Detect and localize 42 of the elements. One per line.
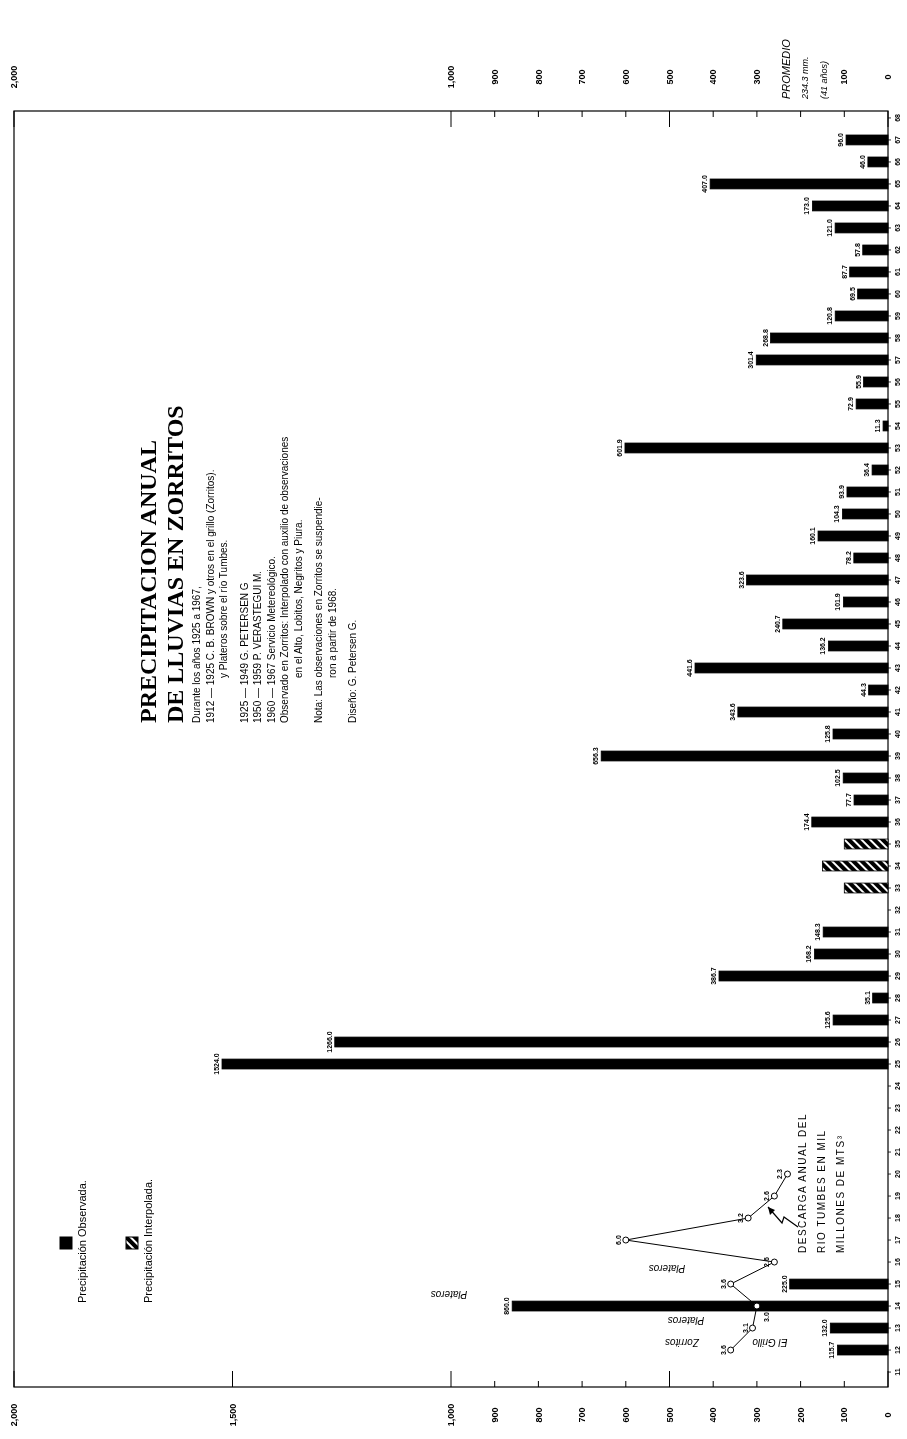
- x2-tick-label: 500: [664, 69, 675, 85]
- x2-tick-label: 700: [577, 69, 588, 85]
- text: PROMEDIO 234.3 mm. (41 años): [779, 38, 830, 100]
- annotation: Plateros: [430, 1288, 468, 1300]
- annotation: Plateros: [667, 1314, 705, 1326]
- x2-tick-label: 1,000: [446, 65, 457, 89]
- annotation: Diseño: G. Petersen G.: [347, 619, 358, 723]
- x2-tick-label: 0: [883, 74, 894, 80]
- annotation: Durante los años 1925 a 1967,: [191, 586, 202, 723]
- x2-tick-label: 300: [752, 69, 763, 85]
- x2-tick-label: 600: [620, 69, 631, 85]
- annotation: El Grillo: [752, 1336, 788, 1348]
- text: DESCARGA ANUAL DEL RIO TUMBES EN MIL MILLONES DE MTS³: [797, 1112, 846, 1253]
- annotation: 1925 — 1949 G. PETERSEN G: [238, 582, 250, 723]
- x-tick-label: 500: [664, 1407, 675, 1423]
- x2-tick-label: 900: [489, 69, 500, 85]
- x2-tick-label: 800: [533, 69, 544, 85]
- x-tick-label: 300: [752, 1407, 763, 1423]
- x-tick-label: 100: [839, 1407, 850, 1423]
- annotation: 1950 — 1959 P. VERASTEGUI M.: [252, 570, 263, 723]
- x2-tick-label: 100: [839, 69, 850, 85]
- x-tick-label: 400: [708, 1407, 719, 1423]
- x-tick-label: 1,500: [227, 1403, 238, 1427]
- x-tick-label: 800: [533, 1407, 544, 1423]
- annotation: 1960 — 1967 Servicio Metereológico.: [265, 556, 277, 723]
- annotation: Nota: Las observaciones en Zorritos se suspendie- ron a partir de 1968.: [313, 497, 338, 723]
- x2-tick-label: 400: [708, 69, 719, 85]
- x-tick-label: 600: [620, 1407, 631, 1423]
- annotation: Zorritos: [665, 1336, 700, 1348]
- x-tick-label: 1,000: [446, 1403, 457, 1427]
- x-tick-label: 2,000: [9, 1403, 20, 1427]
- annotation: 1912 — 1925 C. B. BROWN y otros en el grillo (Zorritos). y Plateros sobre el río Tumbes.: [204, 469, 229, 723]
- x-tick-label: 200: [795, 1407, 806, 1423]
- text: PRECIPITACION ANUAL DE LLUVIAS EN ZORRITOS: [135, 405, 188, 723]
- x-tick-label: 700: [577, 1407, 588, 1423]
- x-tick-label: 0: [883, 1412, 894, 1418]
- annotation: Plateros: [648, 1262, 686, 1274]
- x-tick-label: 900: [489, 1407, 500, 1423]
- annotation: Observado en Zorritos: Interpolado con auxilio de observaciones en el Alto, Lobitos, Negritos y Piura.: [279, 436, 304, 723]
- x2-tick-label: 2,000: [9, 65, 20, 89]
- legend-label: Precipitación Interpolada.: [142, 1178, 154, 1303]
- legend-label: Precipitación Observada.: [76, 1180, 88, 1303]
